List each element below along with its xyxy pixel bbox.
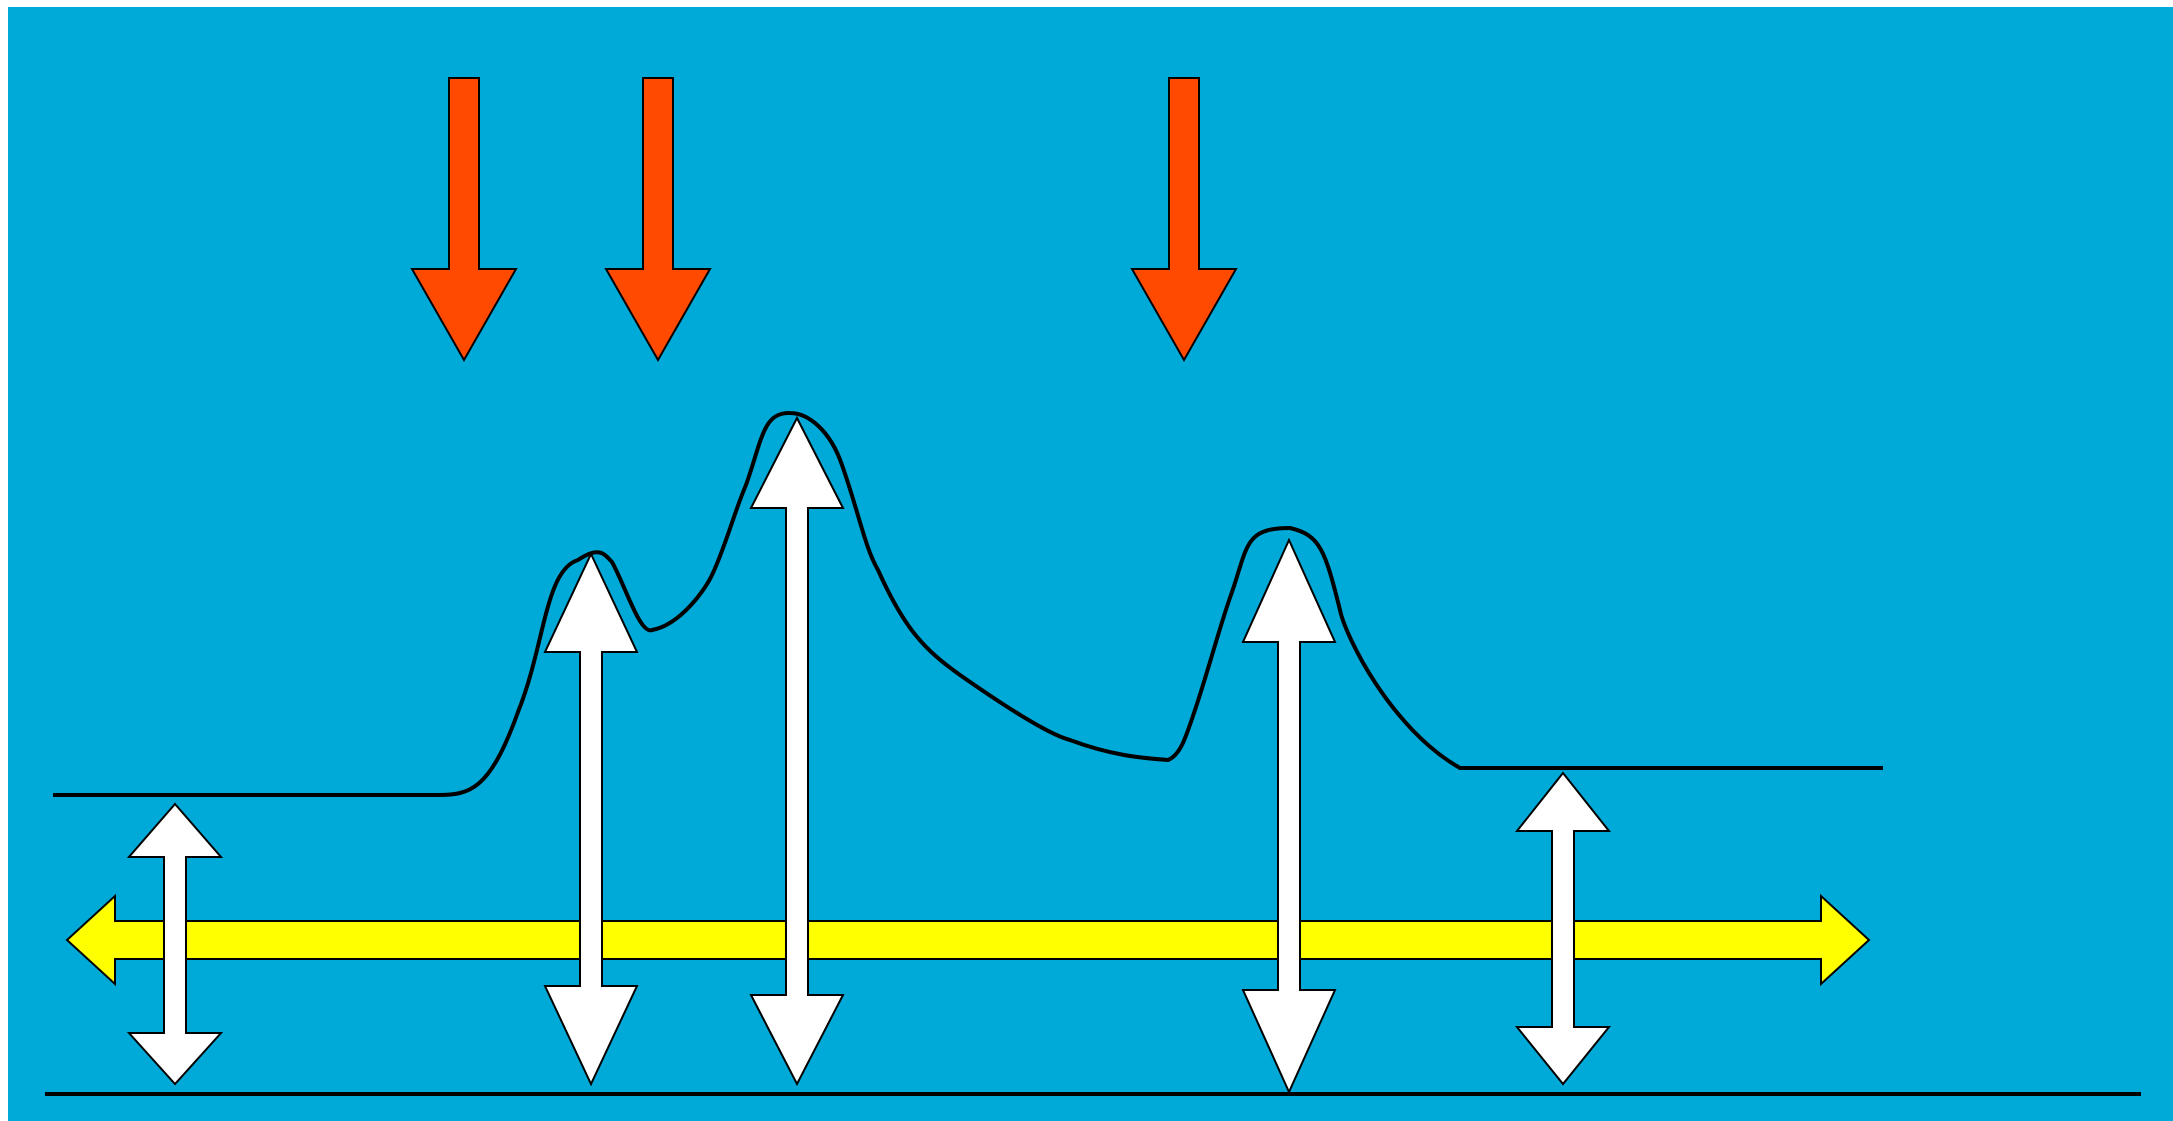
double-arrow-vertical-icon (749, 415, 845, 1087)
profile-curve (53, 410, 1883, 797)
arrow-down-icon (1130, 77, 1238, 363)
double-arrow-vertical-icon (126, 802, 224, 1086)
double-arrow-vertical-icon (543, 551, 639, 1087)
double-arrow-vertical-icon (1241, 537, 1337, 1095)
arrow-down-icon (410, 77, 518, 363)
double-arrow-vertical-icon (1514, 771, 1612, 1086)
double-arrow-horizontal-icon (65, 893, 1871, 987)
arrow-down-icon (604, 77, 712, 363)
